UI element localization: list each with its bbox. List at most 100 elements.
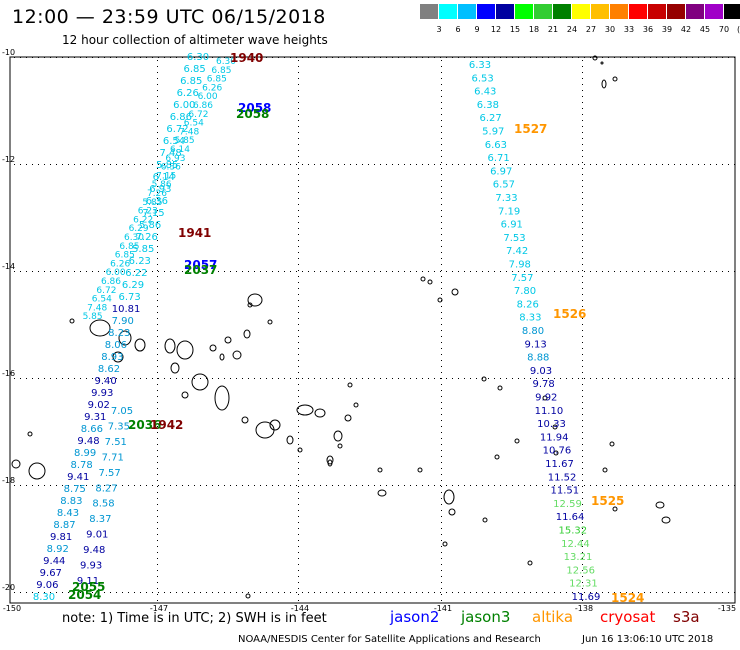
grid-dot bbox=[122, 378, 123, 379]
grid-dot bbox=[26, 378, 27, 379]
grid-dot bbox=[260, 378, 261, 379]
grid-dot bbox=[662, 57, 663, 58]
grid-dot bbox=[650, 592, 651, 593]
grid-dot bbox=[157, 282, 158, 283]
grid-dot bbox=[157, 546, 158, 547]
grid-dot bbox=[422, 271, 423, 272]
grid-dot bbox=[298, 222, 299, 223]
grid-dot bbox=[482, 57, 483, 58]
grid-dot bbox=[638, 271, 639, 272]
grid-dot bbox=[722, 164, 723, 165]
grid-dot bbox=[441, 246, 442, 247]
grid-dot bbox=[441, 450, 442, 451]
grid-dot bbox=[392, 57, 393, 58]
grid-dot bbox=[260, 164, 261, 165]
wave-height-value: 6.54 bbox=[92, 295, 112, 305]
grid-dot bbox=[86, 164, 87, 165]
grid-dot bbox=[582, 468, 583, 469]
grid-dot bbox=[566, 485, 567, 486]
grid-dot bbox=[476, 57, 477, 58]
island-outline bbox=[602, 467, 608, 473]
scale-label: 42 bbox=[680, 25, 692, 34]
grid-dot bbox=[582, 270, 583, 271]
grid-dot bbox=[20, 271, 21, 272]
grid-dot bbox=[140, 271, 141, 272]
grid-dot bbox=[320, 271, 321, 272]
grid-dot bbox=[582, 228, 583, 229]
grid-dot bbox=[582, 288, 583, 289]
grid-dot bbox=[582, 186, 583, 187]
grid-dot bbox=[542, 271, 543, 272]
grid-dot bbox=[582, 90, 583, 91]
grid-dot bbox=[104, 485, 105, 486]
grid-dot bbox=[134, 485, 135, 486]
grid-dot bbox=[560, 378, 561, 379]
grid-dot bbox=[298, 132, 299, 133]
grid-dot bbox=[218, 271, 219, 272]
grid-dot bbox=[284, 164, 285, 165]
grid-dot bbox=[668, 378, 669, 379]
grid-dot bbox=[620, 485, 621, 486]
grid-dot bbox=[278, 57, 279, 58]
grid-dot bbox=[398, 164, 399, 165]
grid-dot bbox=[441, 282, 442, 283]
grid-dot bbox=[548, 592, 549, 593]
grid-dot bbox=[350, 378, 351, 379]
grid-dot bbox=[164, 485, 165, 486]
grid-dot bbox=[164, 378, 165, 379]
grid-dot bbox=[157, 456, 158, 457]
grid-dot bbox=[157, 186, 158, 187]
grid-dot bbox=[686, 378, 687, 379]
grid-dot bbox=[536, 271, 537, 272]
grid-dot bbox=[298, 264, 299, 265]
grid-dot bbox=[298, 84, 299, 85]
grid-dot bbox=[441, 582, 442, 583]
lon-label: -150 bbox=[3, 604, 21, 613]
grid-dot bbox=[734, 378, 735, 379]
grid-dot bbox=[582, 84, 583, 85]
grid-dot bbox=[441, 438, 442, 439]
grid-dot bbox=[272, 164, 273, 165]
satellite-jason3: jason3 bbox=[461, 608, 511, 626]
grid-dot bbox=[530, 485, 531, 486]
grid-dot bbox=[157, 390, 158, 391]
grid-dot bbox=[254, 378, 255, 379]
grid-dot bbox=[584, 57, 585, 58]
grid-dot bbox=[266, 485, 267, 486]
grid-dot bbox=[298, 246, 299, 247]
island-outline bbox=[448, 508, 456, 516]
island-outline bbox=[353, 402, 359, 408]
grid-dot bbox=[157, 474, 158, 475]
grid-dot bbox=[452, 485, 453, 486]
grid-dot bbox=[344, 164, 345, 165]
wave-height-value: 11.10 bbox=[535, 406, 564, 417]
island-outline bbox=[337, 443, 343, 449]
grid-dot bbox=[298, 462, 299, 463]
grid-dot bbox=[650, 57, 651, 58]
grid-dot bbox=[722, 271, 723, 272]
grid-dot bbox=[422, 57, 423, 58]
grid-dot bbox=[582, 366, 583, 367]
grid-dot bbox=[236, 57, 237, 58]
grid-dot bbox=[200, 592, 201, 593]
scale-label: 3 bbox=[436, 25, 442, 34]
grid-dot bbox=[254, 164, 255, 165]
grid-dot bbox=[298, 564, 299, 565]
grid-dot bbox=[482, 271, 483, 272]
grid-dot bbox=[446, 485, 447, 486]
grid-dot bbox=[458, 164, 459, 165]
grid-dot bbox=[140, 592, 141, 593]
grid-dot bbox=[441, 390, 442, 391]
grid-dot bbox=[582, 600, 583, 601]
grid-dot bbox=[572, 164, 573, 165]
grid-dot bbox=[128, 271, 129, 272]
grid-dot bbox=[212, 164, 213, 165]
grid-dot bbox=[441, 534, 442, 535]
grid-dot bbox=[326, 57, 327, 58]
wave-height-value: 6.14 bbox=[170, 145, 190, 155]
grid-dot bbox=[157, 228, 158, 229]
grid-dot bbox=[14, 485, 15, 486]
grid-dot bbox=[157, 198, 158, 199]
grid-dot bbox=[650, 378, 651, 379]
grid-dot bbox=[554, 271, 555, 272]
